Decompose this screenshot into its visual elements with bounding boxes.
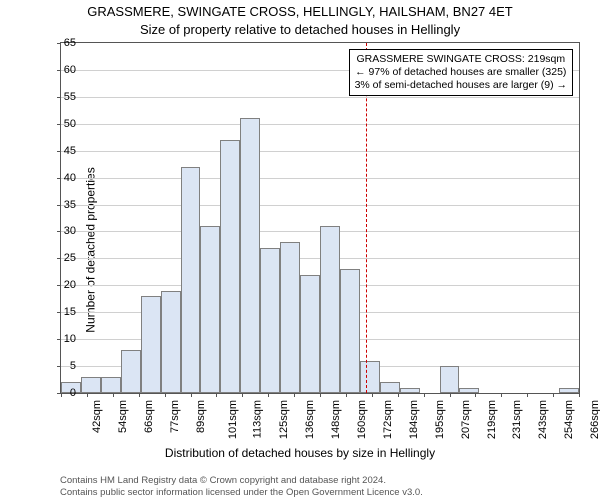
- histogram-bar: [380, 382, 400, 393]
- footer-attribution: Contains HM Land Registry data © Crown c…: [60, 475, 423, 498]
- footer-line-2: Contains public sector information licen…: [60, 487, 423, 498]
- x-tick-label: 113sqm: [252, 400, 264, 438]
- histogram-bar: [81, 377, 101, 393]
- histogram-bar: [340, 269, 360, 393]
- x-tick-label: 195sqm: [434, 400, 446, 439]
- x-tick: [424, 393, 425, 397]
- x-tick-label: 207sqm: [460, 400, 472, 439]
- x-tick: [372, 393, 373, 397]
- chart-container: GRASSMERE, SWINGATE CROSS, HELLINGLY, HA…: [0, 0, 600, 500]
- histogram-bar: [559, 388, 579, 393]
- x-tick: [216, 393, 217, 397]
- x-tick: [398, 393, 399, 397]
- annotation-line: GRASSMERE SWINGATE CROSS: 219sqm: [355, 53, 567, 66]
- x-tick-label: 266sqm: [589, 400, 600, 439]
- footer-line-1: Contains HM Land Registry data © Crown c…: [60, 475, 423, 486]
- x-tick-label: 125sqm: [278, 400, 290, 439]
- annotation-line: 3% of semi-detached houses are larger (9…: [355, 79, 567, 92]
- x-tick: [191, 393, 192, 397]
- x-tick-label: 254sqm: [563, 400, 575, 439]
- y-tick-label: 55: [48, 91, 76, 103]
- histogram-bar: [101, 377, 121, 393]
- grid-line: [61, 178, 579, 179]
- x-axis-label: Distribution of detached houses by size …: [0, 446, 600, 460]
- grid-line: [61, 124, 579, 125]
- x-tick: [450, 393, 451, 397]
- y-tick-label: 50: [48, 118, 76, 130]
- y-tick-label: 25: [48, 252, 76, 264]
- histogram-bar: [181, 167, 201, 393]
- histogram-bar: [320, 226, 340, 393]
- histogram-bar: [200, 226, 220, 393]
- x-tick: [579, 393, 580, 397]
- histogram-bar: [440, 366, 460, 393]
- y-tick-label: 20: [48, 279, 76, 291]
- x-tick-label: 219sqm: [486, 400, 498, 439]
- histogram-bar: [360, 361, 380, 393]
- histogram-bar: [400, 388, 420, 393]
- x-tick-label: 136sqm: [304, 400, 316, 439]
- y-tick-label: 40: [48, 172, 76, 184]
- x-tick: [268, 393, 269, 397]
- grid-line: [61, 205, 579, 206]
- y-tick-label: 15: [48, 306, 76, 318]
- grid-line: [61, 97, 579, 98]
- x-tick: [165, 393, 166, 397]
- x-tick: [553, 393, 554, 397]
- grid-line: [61, 151, 579, 152]
- y-tick-label: 0: [48, 387, 76, 399]
- x-tick: [320, 393, 321, 397]
- x-tick-label: 160sqm: [356, 400, 368, 439]
- y-tick-label: 35: [48, 199, 76, 211]
- x-tick-label: 148sqm: [330, 400, 342, 439]
- x-tick-label: 184sqm: [408, 400, 420, 439]
- histogram-bar: [260, 248, 280, 393]
- histogram-bar: [220, 140, 240, 393]
- x-tick: [346, 393, 347, 397]
- histogram-bar: [280, 242, 300, 393]
- y-tick-label: 45: [48, 145, 76, 157]
- x-tick: [113, 393, 114, 397]
- x-tick-label: 54sqm: [117, 400, 129, 433]
- histogram-bar: [240, 118, 260, 393]
- y-tick-label: 5: [48, 360, 76, 372]
- histogram-bar: [300, 275, 320, 393]
- x-tick: [475, 393, 476, 397]
- x-tick: [527, 393, 528, 397]
- x-tick: [242, 393, 243, 397]
- x-tick-label: 66sqm: [143, 400, 155, 433]
- histogram-bar: [121, 350, 141, 393]
- x-tick-label: 77sqm: [169, 400, 181, 433]
- x-tick-label: 101sqm: [227, 400, 239, 439]
- x-tick: [501, 393, 502, 397]
- x-tick-label: 231sqm: [512, 400, 524, 439]
- x-tick-label: 172sqm: [382, 400, 394, 439]
- annotation-line: ← 97% of detached houses are smaller (32…: [355, 66, 567, 79]
- y-tick-label: 30: [48, 225, 76, 237]
- chart-title-sub: Size of property relative to detached ho…: [0, 22, 600, 37]
- x-tick: [139, 393, 140, 397]
- plot-area: GRASSMERE SWINGATE CROSS: 219sqm← 97% of…: [60, 42, 580, 394]
- y-tick-label: 65: [48, 37, 76, 49]
- x-tick-label: 42sqm: [91, 400, 103, 433]
- y-tick-label: 10: [48, 333, 76, 345]
- histogram-bar: [141, 296, 161, 393]
- histogram-bar: [161, 291, 181, 393]
- x-tick: [87, 393, 88, 397]
- y-tick-label: 60: [48, 64, 76, 76]
- x-tick: [294, 393, 295, 397]
- chart-title-main: GRASSMERE, SWINGATE CROSS, HELLINGLY, HA…: [0, 4, 600, 19]
- x-tick-label: 89sqm: [195, 400, 207, 433]
- annotation-box: GRASSMERE SWINGATE CROSS: 219sqm← 97% of…: [349, 49, 573, 96]
- x-tick-label: 243sqm: [537, 400, 549, 439]
